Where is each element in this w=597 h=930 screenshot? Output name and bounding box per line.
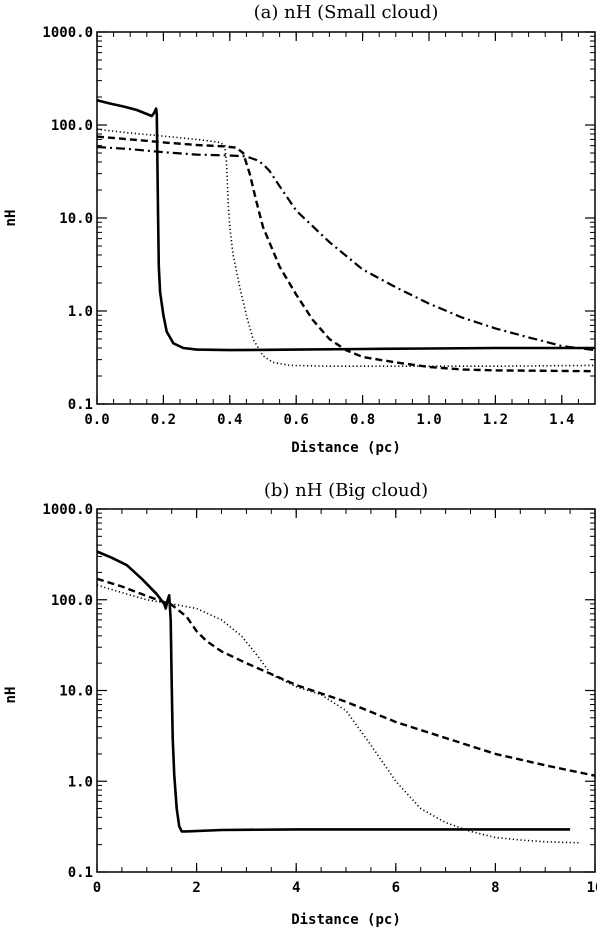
series-line-dotted	[96, 128, 596, 368]
y-axis-label: nH	[3, 210, 19, 227]
x-tick-label: 0.2	[151, 412, 176, 428]
series-line-dashed	[96, 135, 596, 373]
x-tick-label: 0.4	[217, 412, 242, 428]
x-tick-label: 4	[292, 880, 300, 896]
series-line-dotted	[96, 584, 581, 844]
y-tick-label: 10.0	[59, 684, 93, 700]
plot-frame	[96, 508, 596, 873]
y-tick-label: 1.0	[68, 774, 93, 790]
y-tick-label: 10.0	[59, 211, 93, 227]
axis-ticks: 0.0 0.2 0.4 0.6 0.8 1.0 1.2 1.4 0.1 1.0 10.0 100.0 1…	[42, 25, 596, 428]
series-lines	[96, 550, 596, 844]
y-axis-label: nH	[3, 687, 19, 704]
y-tick-label: 1.0	[68, 304, 93, 320]
y-tick-label: 0.1	[68, 865, 93, 881]
plot-frame	[96, 31, 596, 405]
x-tick-label: 0.8	[350, 412, 375, 428]
y-tick-label: 100.0	[51, 118, 93, 134]
x-tick-label: 0.0	[84, 412, 109, 428]
x-tick-label: 0	[93, 880, 101, 896]
axis-ticks: 0 2 4 6 8 10 0.1 1.0 10.0 100.0 1000.0	[42, 502, 597, 896]
series-line-solid	[96, 98, 595, 352]
panel-big-cloud: (b) nH (Big cloud) nH Distance (pc) 0 2 4 6…	[3, 480, 597, 928]
series-line-solid	[96, 550, 571, 833]
x-tick-label: 2	[192, 880, 200, 896]
series-line-dashdot	[96, 145, 596, 352]
x-tick-label: 1.2	[483, 412, 508, 428]
chart-title: (a) nH (Small cloud)	[254, 2, 439, 23]
x-axis-label: Distance (pc)	[291, 912, 401, 928]
y-tick-label: 0.1	[68, 397, 93, 413]
x-tick-label: 8	[491, 880, 499, 896]
x-tick-label: 10	[587, 880, 597, 896]
y-tick-label: 1000.0	[42, 25, 93, 41]
y-tick-label: 1000.0	[42, 502, 93, 518]
x-tick-label: 0.6	[284, 412, 309, 428]
series-lines	[96, 98, 596, 373]
panel-small-cloud: (a) nH (Small cloud) nH Distance (pc) 0.…	[3, 2, 596, 456]
x-tick-label: 6	[392, 880, 400, 896]
x-tick-label: 1.4	[549, 412, 574, 428]
chart-title: (b) nH (Big cloud)	[264, 480, 428, 501]
x-tick-label: 1.0	[416, 412, 441, 428]
x-axis-label: Distance (pc)	[291, 440, 401, 456]
y-tick-label: 100.0	[51, 593, 93, 609]
